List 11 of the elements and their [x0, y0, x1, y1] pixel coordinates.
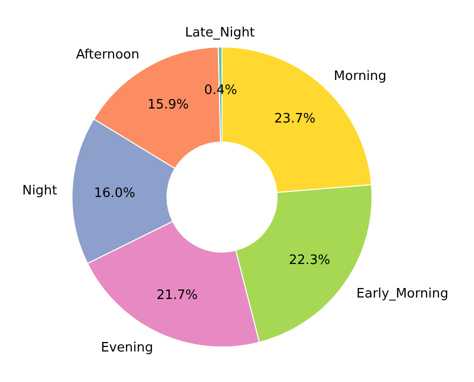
slice-label: Morning	[334, 69, 386, 84]
slice-label: Evening	[100, 340, 154, 356]
data-label: 22.3%	[288, 252, 330, 268]
slice-label: Afternoon	[76, 48, 140, 63]
data-label: 15.9%	[147, 98, 189, 113]
data-label: 23.7%	[274, 111, 316, 126]
slice-label: Night	[22, 183, 58, 198]
slice-label: Early_Morning	[356, 286, 448, 302]
data-label: 21.7%	[156, 288, 198, 304]
data-label: 16.0%	[94, 186, 136, 201]
slice-label: Late_Night	[185, 26, 255, 41]
